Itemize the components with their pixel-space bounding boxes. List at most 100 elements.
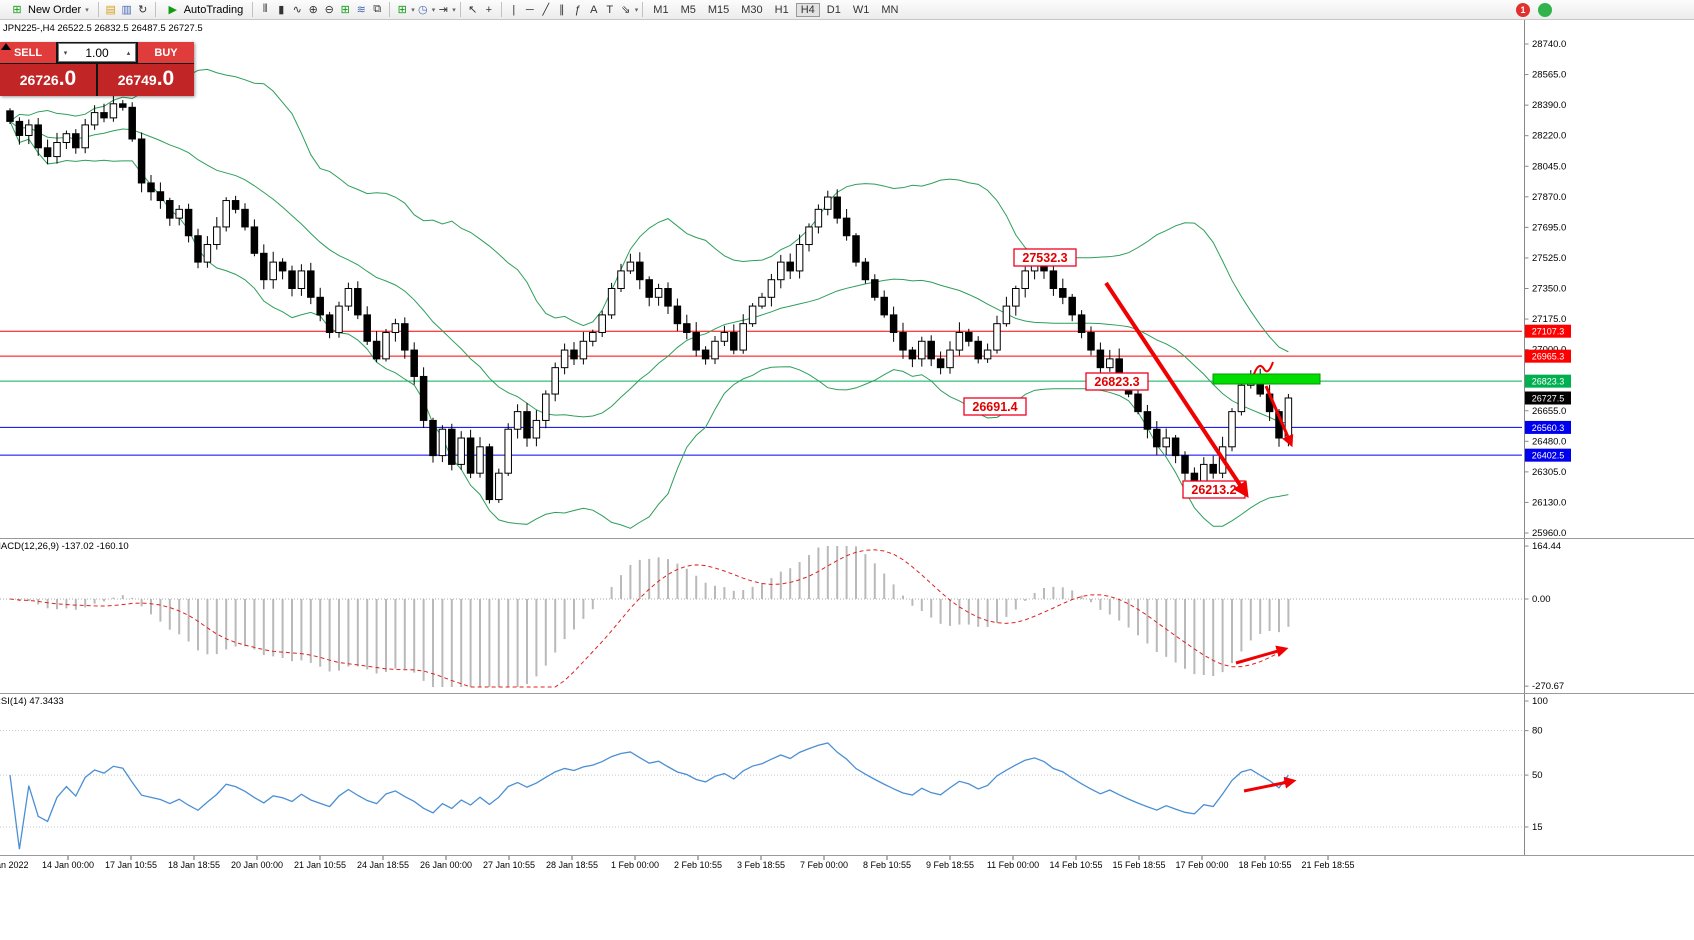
svg-text:26727.5: 26727.5: [1532, 393, 1565, 403]
toolbar-separator: [252, 2, 254, 17]
svg-text:15: 15: [1532, 822, 1543, 833]
timeframe-m1[interactable]: M1: [653, 3, 669, 16]
svg-text:26213.2: 26213.2: [1191, 483, 1236, 497]
new-order-button[interactable]: ⊞ New Order ▾: [4, 1, 94, 19]
svg-text:21 Feb 18:55: 21 Feb 18:55: [1301, 860, 1354, 870]
svg-text:27525.0: 27525.0: [1532, 253, 1566, 264]
chevron-down-icon[interactable]: ▾: [431, 6, 436, 14]
indicators-icon[interactable]: ≋: [356, 4, 366, 16]
sell-button[interactable]: SELL: [0, 42, 56, 63]
svg-text:26655.0: 26655.0: [1532, 406, 1566, 417]
svg-text:27532.3: 27532.3: [1022, 251, 1067, 265]
timeframe-mn[interactable]: MN: [881, 3, 899, 16]
svg-text:27350.0: 27350.0: [1532, 284, 1566, 295]
svg-text:27175.0: 27175.0: [1532, 314, 1566, 325]
svg-text:7 Feb 00:00: 7 Feb 00:00: [800, 860, 848, 870]
timeframe-d1[interactable]: D1: [826, 3, 841, 16]
price-annotations: 27532.3 26823.3 26691.4 26213.2: [963, 248, 1246, 499]
svg-text:26823.3: 26823.3: [1532, 377, 1565, 387]
text-tool-icon[interactable]: A: [590, 3, 598, 16]
volume-value[interactable]: 1.00: [85, 45, 109, 60]
macd-indicator-header: MACD(12,26,9) -137.02 -160.10: [0, 541, 129, 552]
rsi-panel: [0, 730, 1522, 850]
alert-badge[interactable]: 1: [1516, 3, 1530, 17]
navigator-icon[interactable]: ↻: [138, 4, 148, 16]
timeframe-m15[interactable]: M15: [707, 3, 730, 16]
cascade-windows-icon[interactable]: ⧉: [373, 3, 382, 15]
timeframe-h1[interactable]: H1: [774, 3, 789, 16]
timeframe-m5[interactable]: M5: [680, 3, 696, 16]
buy-price-pips: .0: [156, 67, 175, 90]
svg-text:28220.0: 28220.0: [1532, 131, 1566, 142]
svg-text:17 Feb 00:00: 17 Feb 00:00: [1175, 860, 1228, 870]
crosshair-tool-icon[interactable]: +: [485, 3, 492, 16]
channel-tool-icon[interactable]: ∥: [559, 4, 565, 16]
autotrading-button[interactable]: ▶ AutoTrading: [160, 1, 249, 19]
connection-status-icon[interactable]: [1538, 3, 1552, 17]
time-axis: Jan 2022 14 Jan 00:00 17 Jan 10:55 18 Jan 1…: [0, 856, 1355, 870]
one-click-panel-toggle[interactable]: [1, 43, 11, 50]
toolbar-separator: [154, 2, 156, 17]
svg-text:26480.0: 26480.0: [1532, 436, 1566, 447]
chevron-down-icon[interactable]: ▾: [411, 6, 415, 14]
toolbar-separator: [500, 2, 502, 17]
fibonacci-tool-icon[interactable]: ƒ: [574, 3, 581, 16]
period-icon[interactable]: ◷: [417, 4, 428, 16]
timeframe-w1[interactable]: W1: [852, 3, 870, 16]
chart-shift-icon[interactable]: ⇥: [438, 4, 448, 16]
rsi-indicator-header: RSI(14) 47.3433: [0, 696, 64, 707]
svg-text:26560.3: 26560.3: [1532, 423, 1565, 433]
chevron-down-icon[interactable]: ▾: [634, 6, 639, 14]
volume-increase-button[interactable]: ▴: [126, 49, 131, 57]
tile-windows-icon[interactable]: ⊞: [340, 4, 350, 16]
svg-text:26 Jan 00:00: 26 Jan 00:00: [420, 860, 472, 870]
svg-text:15 Feb 18:55: 15 Feb 18:55: [1112, 860, 1165, 870]
vertical-line-tool-icon[interactable]: |: [512, 3, 516, 16]
trendline-tool-icon[interactable]: ╱: [542, 4, 550, 16]
toolbar-separator: [459, 2, 461, 17]
svg-text:17 Jan 10:55: 17 Jan 10:55: [105, 860, 157, 870]
timeframe-m30[interactable]: M30: [741, 3, 763, 16]
label-tool-icon[interactable]: T: [606, 3, 614, 16]
buy-button[interactable]: BUY: [138, 42, 194, 63]
svg-text:21 Jan 10:55: 21 Jan 10:55: [294, 860, 346, 870]
line-chart-icon[interactable]: ∿: [292, 4, 302, 16]
svg-text:26130.0: 26130.0: [1532, 497, 1566, 508]
svg-text:18 Feb 10:55: 18 Feb 10:55: [1238, 860, 1291, 870]
cursor-tool-icon[interactable]: ↖: [468, 4, 478, 16]
svg-text:0.00: 0.00: [1532, 594, 1551, 605]
svg-text:80: 80: [1532, 726, 1543, 737]
svg-text:164.44: 164.44: [1532, 541, 1561, 552]
market-watch-icon[interactable]: ▤: [105, 4, 116, 16]
one-click-trade-panel: SELL ▾ 1.00 ▴ BUY 26726.0 26749.0: [0, 42, 194, 96]
add-indicator-icon[interactable]: ⊞: [397, 4, 407, 16]
svg-text:-270.67: -270.67: [1532, 681, 1564, 692]
svg-text:27870.0: 27870.0: [1532, 192, 1566, 203]
arrows-tool-icon[interactable]: ⇘: [621, 4, 631, 16]
candlestick-chart-icon[interactable]: ▮: [278, 4, 285, 16]
bar-chart-icon[interactable]: ⫴: [262, 3, 268, 15]
zoom-out-icon[interactable]: ⊖: [324, 4, 334, 16]
svg-text:18 Jan 18:55: 18 Jan 18:55: [168, 860, 220, 870]
svg-text:1 Feb 00:00: 1 Feb 00:00: [611, 860, 659, 870]
autotrading-label: AutoTrading: [183, 3, 244, 16]
svg-text:11 Feb 00:00: 11 Feb 00:00: [987, 860, 1039, 870]
chevron-down-icon: ▾: [85, 6, 89, 14]
data-window-icon[interactable]: ▥: [121, 4, 132, 16]
sell-price[interactable]: 26726.0: [0, 64, 96, 96]
volume-decrease-button[interactable]: ▾: [63, 49, 68, 57]
svg-text:28 Jan 18:55: 28 Jan 18:55: [546, 860, 598, 870]
volume-field[interactable]: ▾ 1.00 ▴: [58, 43, 136, 62]
zoom-in-icon[interactable]: ⊕: [308, 4, 318, 16]
timeframe-h4[interactable]: H4: [795, 2, 820, 17]
macd-panel: [0, 546, 1522, 688]
toolbar-separator: [389, 2, 391, 17]
svg-text:26691.4: 26691.4: [972, 400, 1017, 414]
toolbar-status-icons: 1: [1516, 3, 1552, 17]
buy-price[interactable]: 26749.0: [98, 64, 194, 96]
svg-text:28390.0: 28390.0: [1532, 100, 1566, 111]
chevron-down-icon[interactable]: ▾: [452, 6, 456, 14]
horizontal-line-tool-icon[interactable]: ─: [525, 3, 534, 16]
svg-text:28740.0: 28740.0: [1532, 39, 1566, 50]
